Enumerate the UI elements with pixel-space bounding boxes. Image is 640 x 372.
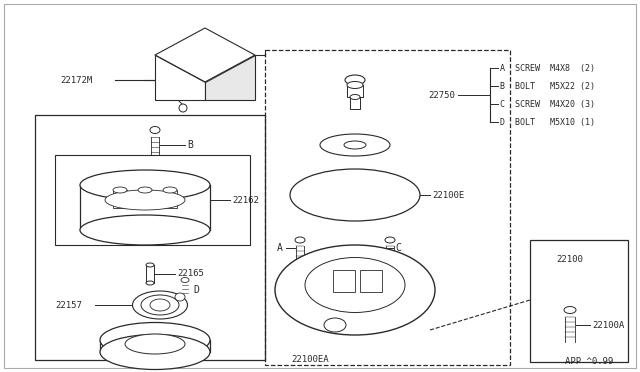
Text: 22100A: 22100A	[592, 321, 624, 330]
Text: 22100EA: 22100EA	[291, 356, 329, 365]
Ellipse shape	[344, 141, 366, 149]
Text: A: A	[277, 243, 283, 253]
Ellipse shape	[146, 281, 154, 285]
Ellipse shape	[100, 323, 210, 357]
Text: A  SCREW  M4X8  (2): A SCREW M4X8 (2)	[500, 64, 595, 73]
Ellipse shape	[150, 126, 160, 134]
Ellipse shape	[175, 293, 185, 301]
Ellipse shape	[324, 318, 346, 332]
Ellipse shape	[105, 190, 185, 210]
Bar	[347, 85, 363, 97]
Polygon shape	[155, 55, 205, 100]
Ellipse shape	[113, 187, 127, 193]
Bar	[265, 50, 510, 365]
Text: 22750: 22750	[428, 90, 455, 99]
Ellipse shape	[564, 307, 576, 314]
Ellipse shape	[138, 187, 152, 193]
Text: B  BOLT   M5X22 (2): B BOLT M5X22 (2)	[500, 81, 595, 90]
Ellipse shape	[100, 334, 210, 369]
Text: 22157: 22157	[55, 301, 82, 310]
Ellipse shape	[125, 334, 185, 354]
Ellipse shape	[275, 245, 435, 335]
Circle shape	[179, 104, 187, 112]
Ellipse shape	[385, 237, 395, 243]
Ellipse shape	[350, 94, 360, 99]
Bar	[360, 270, 382, 292]
Text: D  BOLT   M5X10 (1): D BOLT M5X10 (1)	[500, 118, 595, 126]
Text: APP ^0.99: APP ^0.99	[565, 357, 613, 366]
Bar	[163, 190, 177, 208]
Ellipse shape	[80, 170, 210, 200]
Text: C  SCREW  M4X20 (3): C SCREW M4X20 (3)	[500, 99, 595, 109]
Ellipse shape	[181, 278, 189, 282]
Ellipse shape	[320, 134, 390, 156]
Bar	[138, 190, 152, 208]
Ellipse shape	[80, 215, 210, 245]
Ellipse shape	[141, 295, 179, 315]
Text: D: D	[193, 285, 199, 295]
Ellipse shape	[150, 299, 170, 311]
Polygon shape	[155, 28, 255, 82]
Bar	[55, 155, 250, 245]
Bar	[35, 115, 265, 360]
Ellipse shape	[163, 187, 177, 193]
Text: 22100E: 22100E	[432, 190, 464, 199]
Ellipse shape	[305, 257, 405, 312]
Ellipse shape	[290, 169, 420, 221]
Text: 22172M: 22172M	[60, 76, 92, 84]
Ellipse shape	[345, 75, 365, 85]
Text: 22100: 22100	[556, 256, 583, 264]
Ellipse shape	[146, 263, 154, 267]
Bar	[113, 190, 127, 208]
Text: 22162: 22162	[232, 196, 259, 205]
Ellipse shape	[132, 291, 188, 319]
Bar	[333, 270, 355, 292]
Ellipse shape	[347, 81, 363, 89]
Text: 22165: 22165	[177, 269, 204, 279]
Bar	[350, 97, 360, 109]
Bar	[530, 240, 628, 362]
Polygon shape	[205, 55, 255, 100]
Text: C: C	[395, 243, 401, 253]
Text: B: B	[187, 140, 193, 150]
Ellipse shape	[295, 237, 305, 243]
